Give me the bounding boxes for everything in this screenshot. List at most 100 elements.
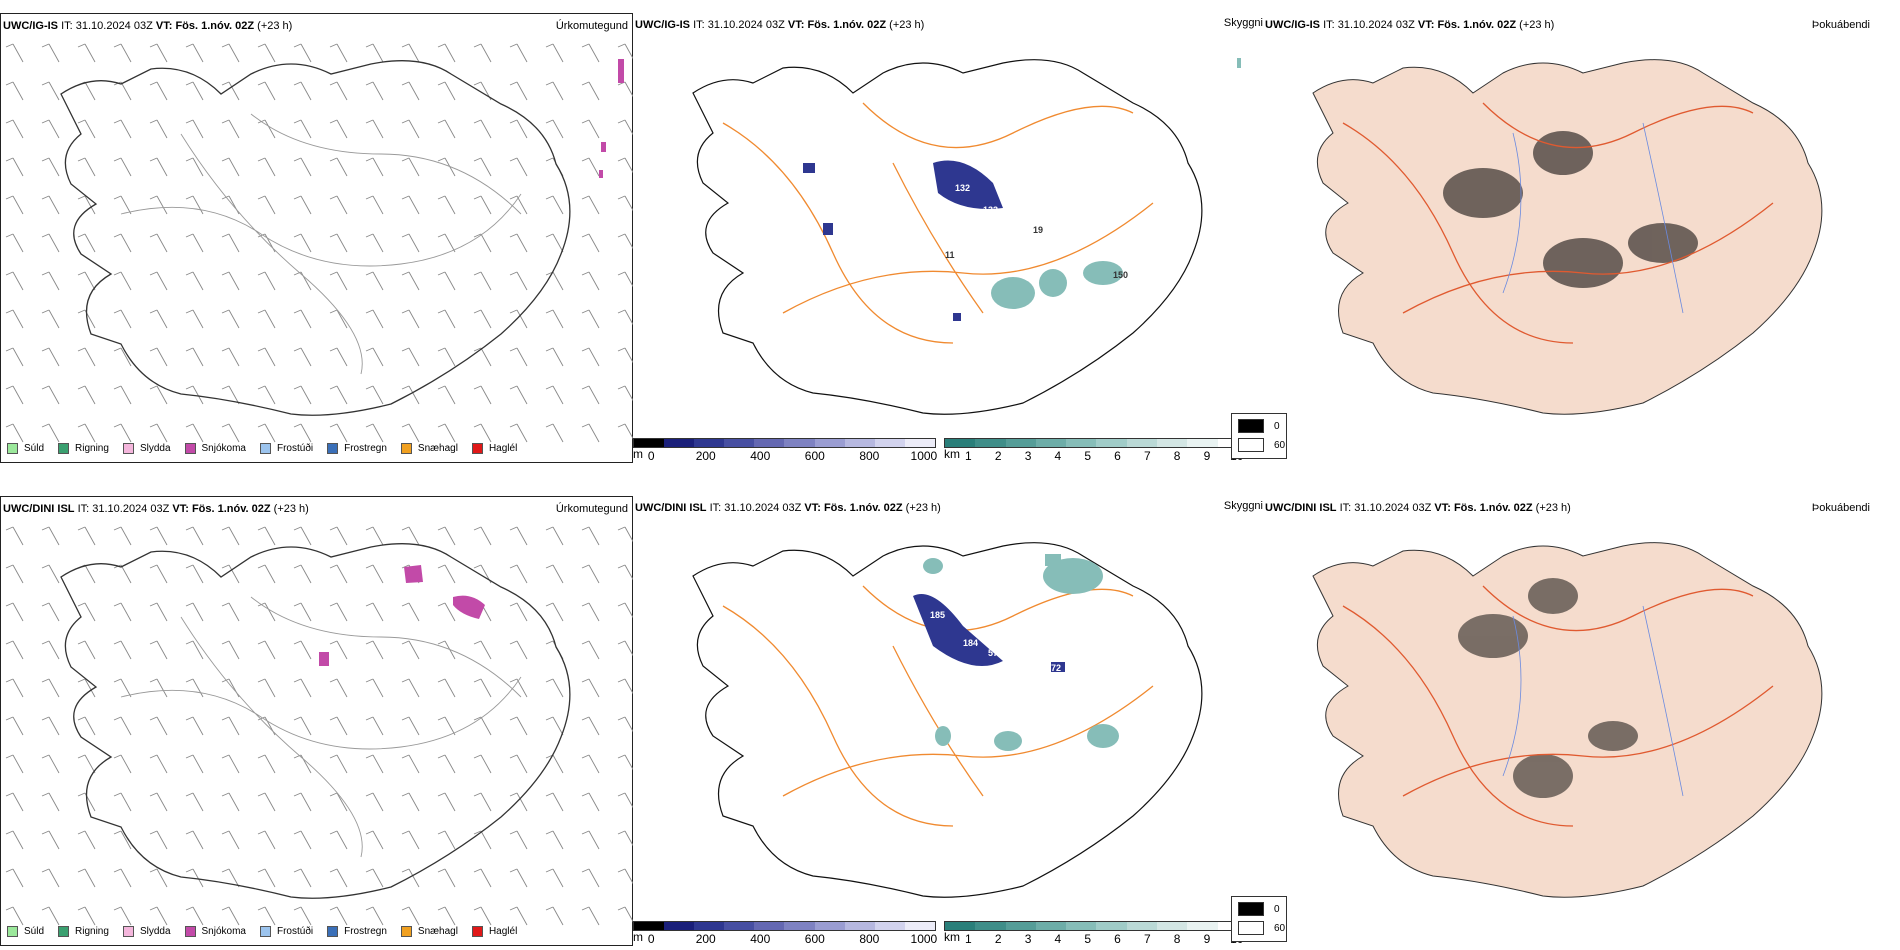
colorbar-segment xyxy=(1066,922,1097,930)
wind-barb xyxy=(581,716,600,736)
wind-barb xyxy=(545,43,564,63)
wind-barb xyxy=(473,678,492,698)
wind-barb xyxy=(473,347,492,367)
wind-barb xyxy=(329,233,348,253)
wind-barb xyxy=(329,564,348,584)
legend-swatch xyxy=(400,926,412,937)
iceland-coastline xyxy=(60,543,571,899)
wind-barb xyxy=(617,678,634,697)
wind-barb xyxy=(41,195,60,215)
wind-barb xyxy=(293,678,312,698)
wind-barb xyxy=(473,830,492,850)
legend-swatch xyxy=(122,926,134,937)
legend-item: Snjókoma xyxy=(184,926,246,937)
wind-barb xyxy=(221,423,240,443)
wind-barb xyxy=(473,754,492,774)
colorbar-segment xyxy=(1126,439,1158,447)
wind-barb xyxy=(509,43,528,63)
wind-barb xyxy=(5,526,24,546)
wind-barb xyxy=(293,195,312,215)
wind-barb xyxy=(329,868,348,888)
wind-barb xyxy=(401,309,420,329)
wind-barb xyxy=(293,602,312,622)
wind-barb xyxy=(185,640,204,660)
wind-barb xyxy=(77,602,96,622)
legend-swatch xyxy=(7,443,18,454)
colorbar-segment xyxy=(664,439,695,447)
colorbar-tick: 600 xyxy=(804,932,825,946)
roads xyxy=(1342,585,1774,827)
wind-barb xyxy=(365,906,384,926)
wind-barb xyxy=(617,119,634,138)
wind-barb xyxy=(149,119,168,139)
wind-barb xyxy=(329,309,348,329)
ceiling-label: 19 xyxy=(1033,225,1043,235)
wind-barb xyxy=(365,716,384,736)
wind-barb xyxy=(41,119,60,139)
legend-label: Rigning xyxy=(75,443,109,454)
wind-barb xyxy=(221,792,240,812)
wind-barb xyxy=(185,526,204,546)
legend-label: Frostúði xyxy=(276,443,314,454)
wind-barb xyxy=(5,385,24,405)
wind-barb xyxy=(41,309,60,329)
wind-barb xyxy=(149,309,168,329)
wind-barb xyxy=(581,195,600,215)
precip-type-label: Úrkomutegund xyxy=(555,503,628,515)
wind-barb xyxy=(473,564,492,584)
legend-swatch xyxy=(259,443,271,454)
wind-barb xyxy=(437,906,456,926)
legend-item: Snjókoma xyxy=(184,443,246,454)
iceland-map-fog xyxy=(1312,59,1823,415)
wind-barb xyxy=(437,43,456,63)
wind-barb xyxy=(437,195,456,215)
wind-barb xyxy=(77,754,96,774)
wind-barb xyxy=(509,81,528,101)
wind-barb xyxy=(617,830,634,849)
wind-barb xyxy=(581,119,600,139)
colorbar-segment xyxy=(694,922,725,930)
wind-barb xyxy=(257,271,276,291)
colorbar-tick: 2 xyxy=(994,449,1002,463)
wind-barb xyxy=(293,81,312,101)
wind-barb xyxy=(257,678,276,698)
wind-barb xyxy=(365,792,384,812)
wind-barb xyxy=(77,868,96,888)
wind-barb xyxy=(617,792,634,811)
wind-barb xyxy=(581,678,600,698)
wind-barb xyxy=(221,526,240,546)
roads xyxy=(722,585,1154,827)
wind-barb xyxy=(545,347,564,367)
wind-barb xyxy=(509,233,528,253)
wind-barb xyxy=(5,640,24,660)
legend-item: Frostúði xyxy=(259,926,313,937)
wind-barb xyxy=(257,564,276,584)
wind-barb xyxy=(329,754,348,774)
wind-barb xyxy=(185,830,204,850)
wind-barb xyxy=(509,564,528,584)
wind-barb xyxy=(509,830,528,850)
legend-item: Haglél xyxy=(471,443,517,454)
wind-barb xyxy=(77,678,96,698)
wind-barb xyxy=(113,43,132,63)
wind-barb xyxy=(401,640,420,660)
legend-swatch xyxy=(7,926,18,937)
wind-barb xyxy=(41,564,60,584)
wind-barb xyxy=(77,233,96,253)
wind-barb xyxy=(329,716,348,736)
wind-barb xyxy=(401,233,420,253)
fog-legend: 0 60 xyxy=(1231,413,1287,459)
wind-barb xyxy=(5,157,24,177)
wind-barb xyxy=(221,195,240,215)
iceland-coastline xyxy=(692,542,1203,898)
wind-barb xyxy=(473,271,492,291)
wind-barb xyxy=(185,271,204,291)
wind-barb xyxy=(257,43,276,63)
iceland-map-fog xyxy=(1312,542,1823,898)
wind-barb xyxy=(401,906,420,926)
wind-barb xyxy=(473,233,492,253)
legend-item: Slydda xyxy=(122,443,171,454)
wind-barb xyxy=(185,716,204,736)
colorbar-segment xyxy=(874,439,905,447)
wind-barb xyxy=(437,792,456,812)
